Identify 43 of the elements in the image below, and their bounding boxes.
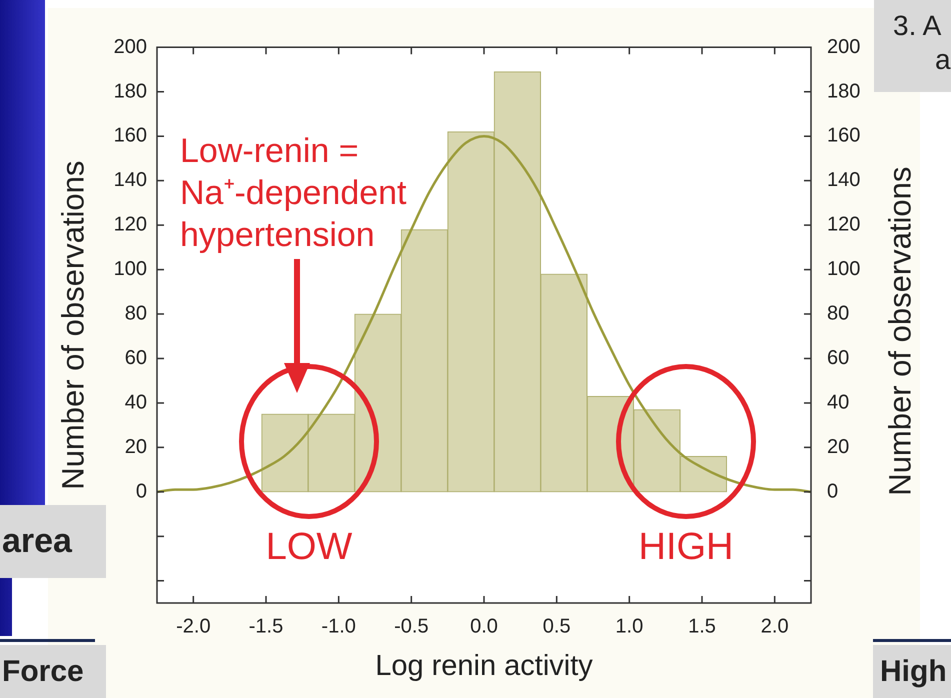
y-tick-label: 120 bbox=[114, 214, 147, 236]
y2-tick-label: 100 bbox=[827, 258, 860, 280]
text: area bbox=[2, 522, 72, 560]
y-tick-label: 20 bbox=[124, 436, 147, 458]
text: Force bbox=[2, 655, 84, 688]
y2-tick-label: 0 bbox=[827, 480, 838, 502]
y-tick-label: 180 bbox=[114, 80, 147, 102]
x-tick-label: -0.5 bbox=[394, 616, 429, 638]
y-tick-label: 40 bbox=[124, 391, 147, 414]
y2-tick-label: 180 bbox=[827, 80, 860, 102]
y-tick-label: 100 bbox=[114, 258, 147, 280]
x-tick-label: -2.0 bbox=[176, 616, 211, 638]
x-tick-label: 0.0 bbox=[470, 616, 498, 638]
y2-tick-label: 40 bbox=[827, 391, 850, 414]
y-tick-label: 0 bbox=[136, 480, 147, 502]
y2-tick-label: 120 bbox=[827, 214, 860, 236]
y2-tick-label: 20 bbox=[827, 436, 850, 458]
y2-tick-label: 60 bbox=[827, 347, 850, 370]
y-tick-label: 60 bbox=[124, 347, 147, 370]
y-tick-label: 140 bbox=[114, 169, 147, 192]
annotation: Low-renin = Na⁺-dependent hypertension bbox=[180, 131, 408, 256]
y2-axis-title: Number of observations bbox=[882, 166, 918, 496]
x-tick-label: -1.0 bbox=[321, 616, 356, 638]
y-tick-label: 200 bbox=[114, 36, 147, 58]
y2-tick-label: 200 bbox=[827, 36, 860, 58]
x-tick-label: 1.0 bbox=[615, 616, 644, 638]
y2-tick-label: 140 bbox=[827, 169, 860, 192]
annotation: HIGH bbox=[638, 526, 734, 568]
x-tick-label: -1.5 bbox=[248, 616, 284, 638]
x-tick-label: 2.0 bbox=[760, 616, 789, 638]
text: 3. A bbox=[893, 10, 942, 41]
y-tick-label: 80 bbox=[124, 302, 147, 325]
text: High bbox=[880, 655, 947, 688]
text: a bbox=[935, 44, 951, 75]
y-axis-title: Number of observations bbox=[56, 160, 91, 490]
x-axis-title: Log renin activity bbox=[375, 650, 594, 682]
y2-tick-label: 80 bbox=[827, 302, 850, 325]
annotation: LOW bbox=[266, 526, 352, 568]
x-tick-label: 1.5 bbox=[688, 616, 716, 638]
x-tick-label: 0.5 bbox=[542, 616, 571, 638]
y2-tick-label: 160 bbox=[827, 124, 860, 147]
y-tick-label: 160 bbox=[114, 124, 147, 147]
line-series bbox=[157, 134, 811, 494]
